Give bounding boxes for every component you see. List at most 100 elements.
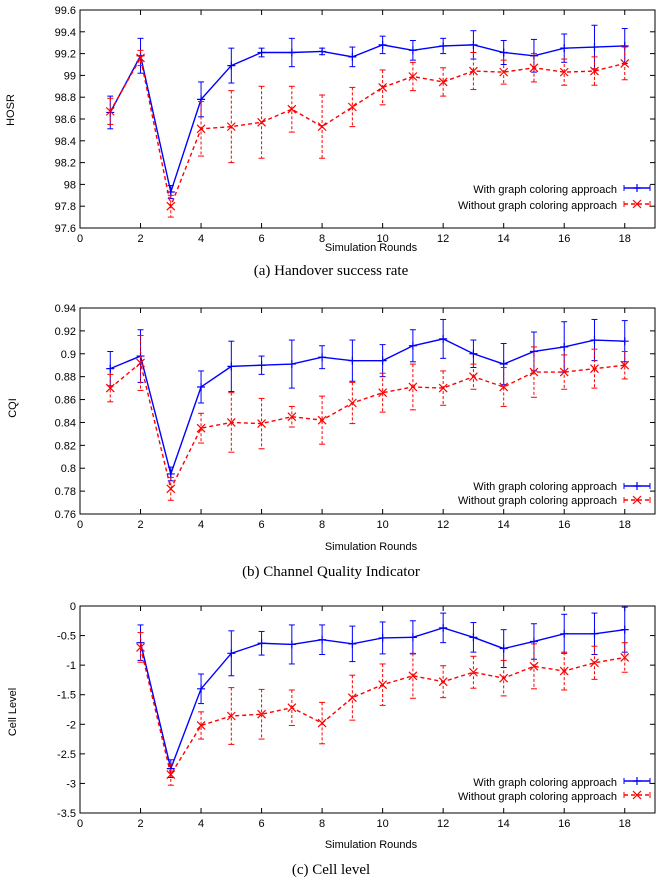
hosr-legend-marker-with (633, 184, 641, 192)
cell-without-point (499, 673, 509, 683)
cell-with-point (348, 639, 357, 648)
hosr-xtick-label: 14 (498, 233, 510, 245)
cqi-legend-marker-with (633, 482, 641, 490)
cell-without-point (257, 709, 267, 719)
cqi-with-point (197, 382, 206, 391)
cell-ytick-label: -2.5 (57, 749, 76, 761)
cqi-with-point (227, 362, 236, 371)
cell-ytick-label: -3 (66, 778, 76, 790)
cell-xtick-label: 12 (437, 818, 449, 830)
cqi-xtick-label: 4 (198, 519, 204, 531)
cqi-with-point (469, 349, 478, 358)
cell-legend-marker-with (633, 777, 641, 785)
cell-with-point (439, 623, 448, 632)
hosr-with-point (348, 52, 357, 61)
hosr-caption: (a) Handover success rate (254, 263, 409, 279)
hosr-without-point (408, 72, 418, 81)
hosr-ytick-label: 98.2 (55, 158, 76, 170)
hosr-without-point (529, 63, 539, 73)
hosr-legend: With graph coloring approach Without gra… (458, 184, 617, 212)
cell-without-point (166, 770, 176, 779)
cqi-caption: (b) Channel Quality Indicator (242, 564, 420, 580)
cqi-with-point (620, 337, 629, 346)
cqi-with-point (590, 336, 599, 345)
cell-legend: With graph coloring approach Without gra… (458, 777, 617, 803)
hosr-with-point (560, 44, 569, 53)
hosr-with-point (408, 46, 417, 55)
cqi-without-point (378, 388, 388, 398)
cell-without-point (317, 718, 327, 728)
cqi-xlabel: Simulation Rounds (325, 541, 418, 553)
hosr-xtick-label: 12 (437, 233, 449, 245)
hosr-without-point (590, 66, 599, 76)
cqi-with-point (348, 356, 357, 365)
cell-without-point (468, 667, 478, 677)
hosr-ylabel: HOSR (5, 94, 17, 126)
cell-legend-label-without: Without graph coloring approach (458, 791, 617, 803)
cqi-with-point (408, 341, 417, 350)
cqi-without-point (287, 412, 297, 422)
cqi-without-point (226, 418, 236, 427)
cqi-without-point (136, 358, 145, 368)
cqi-ytick-label: 0.84 (55, 417, 76, 429)
cell-ytick-label: -3.5 (57, 808, 76, 820)
hosr-xtick-label: 10 (377, 233, 389, 245)
cqi-without-point (529, 367, 539, 377)
hosr-with-point (287, 48, 296, 57)
cell-xtick-label: 6 (259, 818, 265, 830)
cqi-xtick-label: 10 (377, 519, 389, 531)
hosr-without-point (166, 201, 176, 211)
hosr-without-point (378, 82, 388, 92)
hosr-xtick-label: 16 (558, 233, 570, 245)
cell-with-point (560, 629, 569, 638)
cqi-series-with-line (109, 338, 625, 477)
cell-with-point (378, 633, 387, 642)
cqi-ylabel: CQI (7, 398, 19, 418)
hosr-without-point (105, 106, 115, 116)
cell-xlabel: Simulation Rounds (325, 839, 418, 851)
hosr-without-point (226, 122, 236, 132)
cell-ytick-label: -0.5 (57, 631, 76, 643)
cqi-with-point (166, 469, 175, 478)
cell-ytick-label: -1.5 (57, 690, 76, 702)
cqi-ytick-label: 0.88 (55, 372, 76, 384)
hosr-without-point (559, 67, 569, 77)
cqi-xtick-label: 6 (259, 519, 265, 531)
cell-without-point (378, 680, 388, 690)
hosr-xtick-label: 4 (198, 233, 204, 245)
hosr-plot-area: 0 2 4 6 8 10 12 14 16 18 97.6 97.8 98 98.2 98.4 98.6 98.… (55, 5, 656, 245)
cqi-xtick-label: 0 (77, 519, 83, 531)
cqi-xtick-label: 2 (137, 519, 143, 531)
hosr-without-point (196, 124, 206, 134)
cell-without-point (438, 677, 448, 687)
cqi-plot-area: 0 2 4 6 8 10 12 14 16 18 0.76 0.78 0.8 0.82 0.84 0.86 0.… (55, 303, 656, 531)
cell-ytick-label: -1 (66, 660, 76, 672)
hosr-xlabel: Simulation Rounds (325, 242, 418, 254)
hosr-without-point (136, 53, 145, 63)
cell-without-point (590, 658, 599, 668)
cqi-with-point (287, 360, 296, 369)
cell-xtick-label: 10 (377, 818, 389, 830)
hosr-ytick-label: 97.6 (55, 223, 76, 235)
hosr-without-point (257, 117, 267, 127)
hosr-legend-label-with: With graph coloring approach (473, 184, 617, 196)
hosr-xtick-label: 6 (259, 233, 265, 245)
hosr-with-point (227, 61, 236, 70)
cqi-without-point (317, 415, 327, 425)
hosr-ytick-label: 99.4 (55, 27, 76, 39)
hosr-with-point (439, 41, 448, 50)
cqi-with-point (257, 361, 266, 370)
cqi-with-point (106, 364, 115, 373)
hosr-ytick-label: 97.8 (55, 201, 76, 213)
hosr-ytick-label: 98 (64, 179, 76, 191)
cell-with-point (408, 633, 417, 642)
cqi-xtick-label: 16 (558, 519, 570, 531)
cqi-ytick-label: 0.86 (55, 395, 76, 407)
cell-with-point (620, 625, 629, 634)
cell-without-point (529, 661, 539, 671)
panel-hosr: 0 2 4 6 8 10 12 14 16 18 97.6 97.8 98 98.2 98.4 98.6 98.… (5, 5, 656, 279)
hosr-ytick-label: 99 (64, 70, 76, 82)
cqi-with-point (378, 356, 387, 365)
panel-cqi: 0 2 4 6 8 10 12 14 16 18 0.76 0.78 0.8 0.82 0.84 0.86 0.… (7, 303, 656, 580)
cqi-with-point (318, 353, 327, 362)
